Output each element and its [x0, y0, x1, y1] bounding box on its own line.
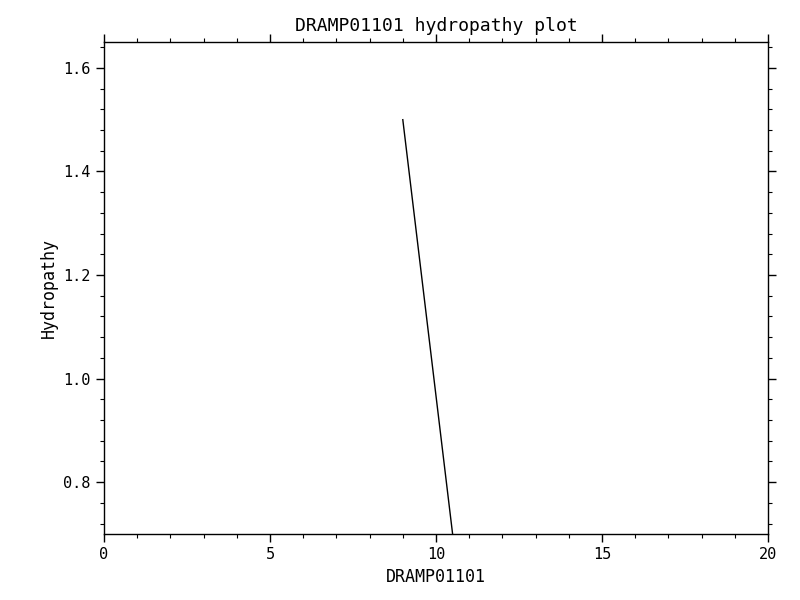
X-axis label: DRAMP01101: DRAMP01101: [386, 568, 486, 586]
Title: DRAMP01101 hydropathy plot: DRAMP01101 hydropathy plot: [294, 17, 578, 35]
Y-axis label: Hydropathy: Hydropathy: [40, 238, 58, 338]
